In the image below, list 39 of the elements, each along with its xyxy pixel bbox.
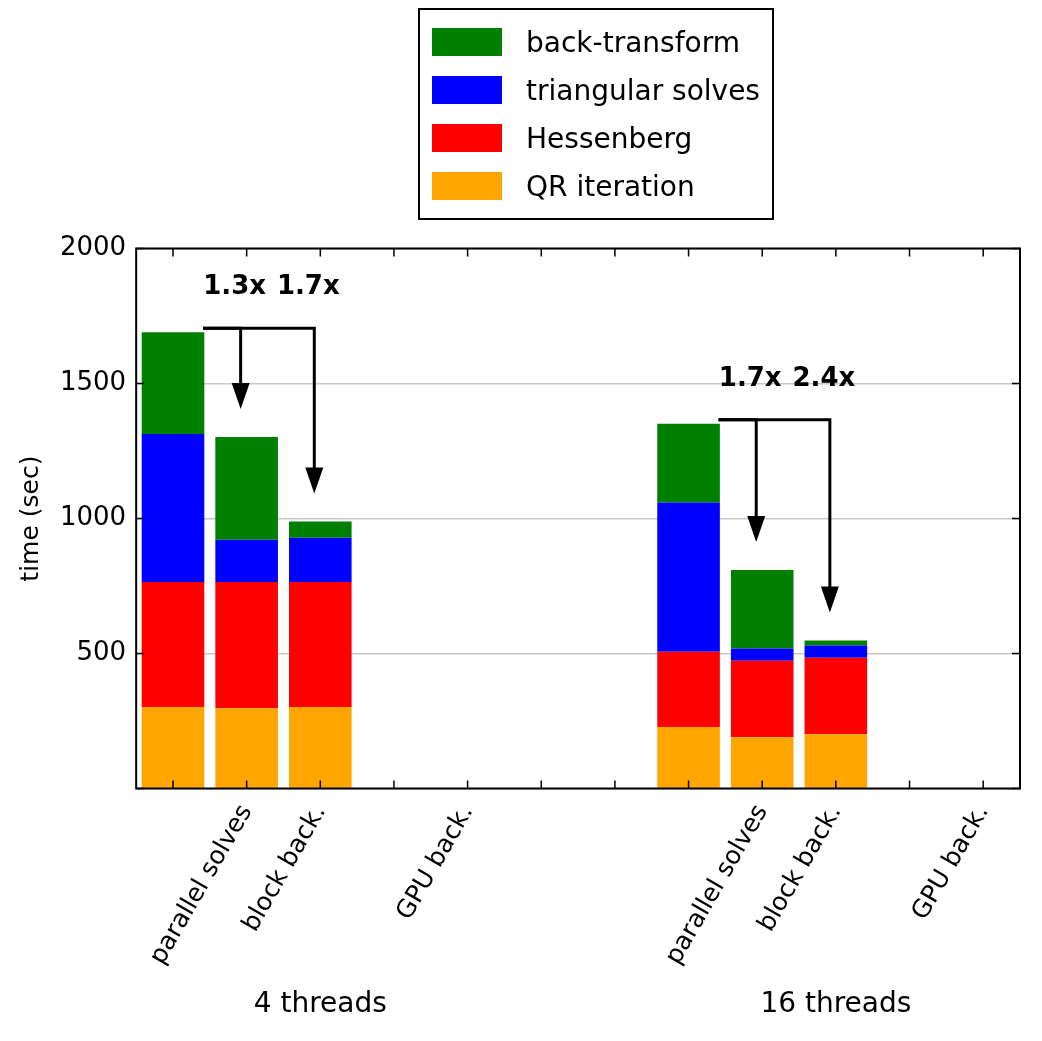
- y-tick-label: 1500: [60, 366, 127, 397]
- y-axis-title: time (sec): [14, 455, 44, 582]
- bar: [730, 737, 794, 788]
- bar: [141, 707, 205, 788]
- y-tick-label: 1000: [60, 501, 127, 532]
- bar: [141, 582, 205, 708]
- annotation: 2.4x: [792, 361, 856, 392]
- bar: [657, 727, 720, 788]
- annotation: 1.7x: [276, 270, 340, 301]
- bar: [215, 539, 278, 583]
- bar: [657, 651, 720, 728]
- legend-label: Hessenberg: [526, 121, 693, 155]
- legend-label: triangular solves: [526, 73, 760, 107]
- bar: [215, 582, 278, 709]
- bar: [804, 657, 868, 735]
- y-tick-label: 500: [76, 636, 127, 667]
- text: 16 threads: [760, 986, 912, 1020]
- text: 4 threads: [253, 986, 387, 1020]
- legend-label: back-transform: [526, 25, 740, 59]
- bar: [657, 502, 720, 652]
- annotation: 1.3x: [203, 270, 267, 301]
- bar: [730, 648, 794, 661]
- bar: [141, 434, 205, 583]
- bar: [804, 734, 868, 788]
- bar: [289, 521, 352, 538]
- bar: [215, 437, 278, 540]
- annotation: 1.7x: [718, 361, 782, 392]
- bar: [141, 332, 205, 435]
- bar: [215, 708, 278, 788]
- bar: [289, 537, 352, 583]
- bar: [804, 640, 868, 646]
- bar: [289, 707, 352, 788]
- y-tick-label: 2000: [60, 231, 127, 262]
- bar: [804, 645, 868, 658]
- bar: [730, 660, 794, 738]
- bar: [289, 582, 352, 708]
- bar: [730, 569, 794, 649]
- legend-label: QR iteration: [526, 169, 695, 203]
- bar: [657, 423, 720, 503]
